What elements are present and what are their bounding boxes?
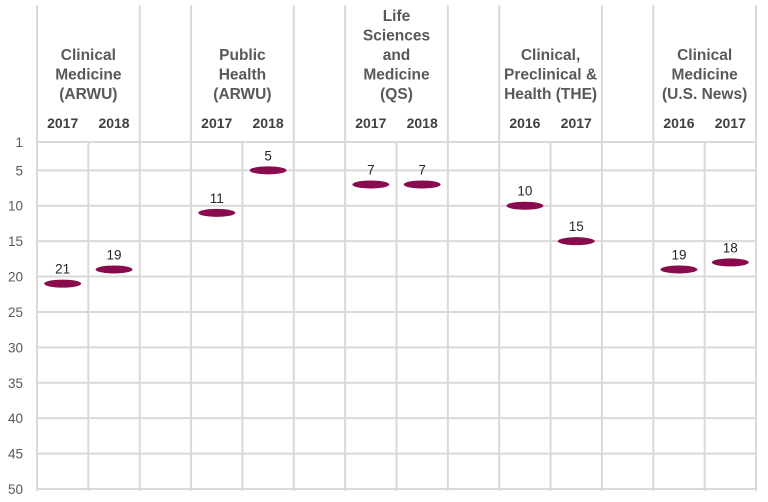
y-tick-label: 25	[8, 305, 23, 320]
rank-marker	[198, 208, 236, 217]
group-title: Life Sciences and Medicine (QS)	[363, 8, 430, 103]
y-tick-label: 50	[8, 482, 23, 497]
rank-data-label: 19	[671, 247, 686, 262]
group-title-line: and	[383, 47, 411, 64]
rank-marker	[249, 166, 287, 175]
year-label: 2017	[47, 115, 78, 131]
year-label: 2016	[509, 115, 540, 131]
rank-marker	[557, 237, 595, 246]
group-title: Clinical Medicine (ARWU)	[55, 47, 122, 103]
group-title: Public Health (ARWU)	[213, 47, 271, 103]
rank-marker	[660, 265, 698, 274]
rank-marker	[711, 258, 749, 267]
group-title: Clinical Medicine (U.S. News)	[662, 47, 747, 103]
group-title-line: (U.S. News)	[662, 86, 747, 103]
rank-data-label: 15	[569, 219, 584, 234]
y-tick-label: 40	[8, 411, 23, 426]
rank-data-label: 19	[107, 247, 122, 262]
year-label: 2017	[561, 115, 592, 131]
year-label: 2016	[663, 115, 694, 131]
rank-marker	[352, 180, 390, 189]
year-label: 2017	[715, 115, 746, 131]
group-title-line: Medicine	[55, 67, 122, 84]
group-title-line: Preclinical &	[504, 67, 597, 84]
y-tick-label: 10	[8, 199, 23, 214]
group-title-line: Medicine	[671, 67, 738, 84]
rank-marker	[95, 265, 133, 274]
y-tick-label: 1	[15, 135, 23, 150]
year-label: 2017	[355, 115, 386, 131]
rank-data-label: 11	[210, 191, 224, 206]
group-title-line: (QS)	[380, 86, 413, 103]
year-label: 2017	[201, 115, 232, 131]
group-headers: Clinical Medicine (ARWU) 2017 2018 Public Heal…	[47, 8, 747, 131]
group-title-line: Clinical	[61, 47, 116, 64]
group-title-line: (ARWU)	[59, 86, 117, 103]
rank-marker	[506, 201, 544, 210]
rank-marker	[44, 279, 82, 288]
y-tick-label: 45	[8, 447, 23, 462]
data-markers: 21 19 11 5 7 7 10 15 19 18	[44, 148, 749, 288]
group-title-line: Public	[219, 47, 266, 64]
group-title-line: Life	[383, 8, 411, 25]
y-tick-label: 5	[15, 163, 23, 178]
group-title-line: Medicine	[363, 67, 430, 84]
group-title: Clinical, Preclinical & Health (THE)	[504, 47, 597, 103]
rank-data-label: 7	[418, 162, 426, 177]
y-tick-label: 20	[8, 270, 23, 285]
year-label: 2018	[407, 115, 438, 131]
y-tick-label: 15	[8, 234, 23, 249]
y-tick-label: 30	[8, 340, 23, 355]
rank-marker	[403, 180, 441, 189]
rank-data-label: 7	[367, 162, 375, 177]
rank-data-label: 21	[55, 262, 70, 277]
y-tick-label: 35	[8, 376, 23, 391]
group-title-line: Clinical	[677, 47, 732, 64]
gridlines	[36, 5, 757, 491]
group-title-line: Health	[219, 67, 266, 84]
rank-data-label: 10	[517, 184, 532, 199]
group-title-line: Health (THE)	[504, 86, 597, 103]
year-label: 2018	[253, 115, 284, 131]
group-title-line: Sciences	[363, 28, 430, 45]
rank-data-label: 5	[264, 148, 272, 163]
rank-data-label: 18	[723, 240, 738, 255]
group-title-line: (ARWU)	[213, 86, 271, 103]
year-label: 2018	[98, 115, 129, 131]
group-title-line: Clinical,	[521, 47, 580, 64]
